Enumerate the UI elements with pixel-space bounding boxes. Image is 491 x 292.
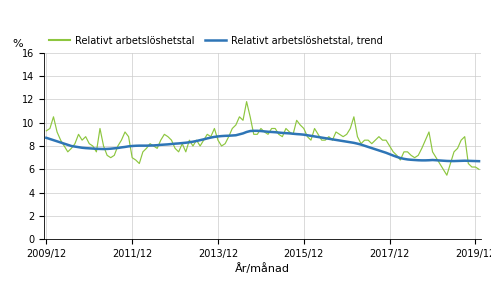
Y-axis label: %: % <box>13 39 23 49</box>
X-axis label: År/månad: År/månad <box>235 263 290 274</box>
Legend: Relativt arbetslöshetstal, Relativt arbetslöshetstal, trend: Relativt arbetslöshetstal, Relativt arbe… <box>49 36 382 46</box>
